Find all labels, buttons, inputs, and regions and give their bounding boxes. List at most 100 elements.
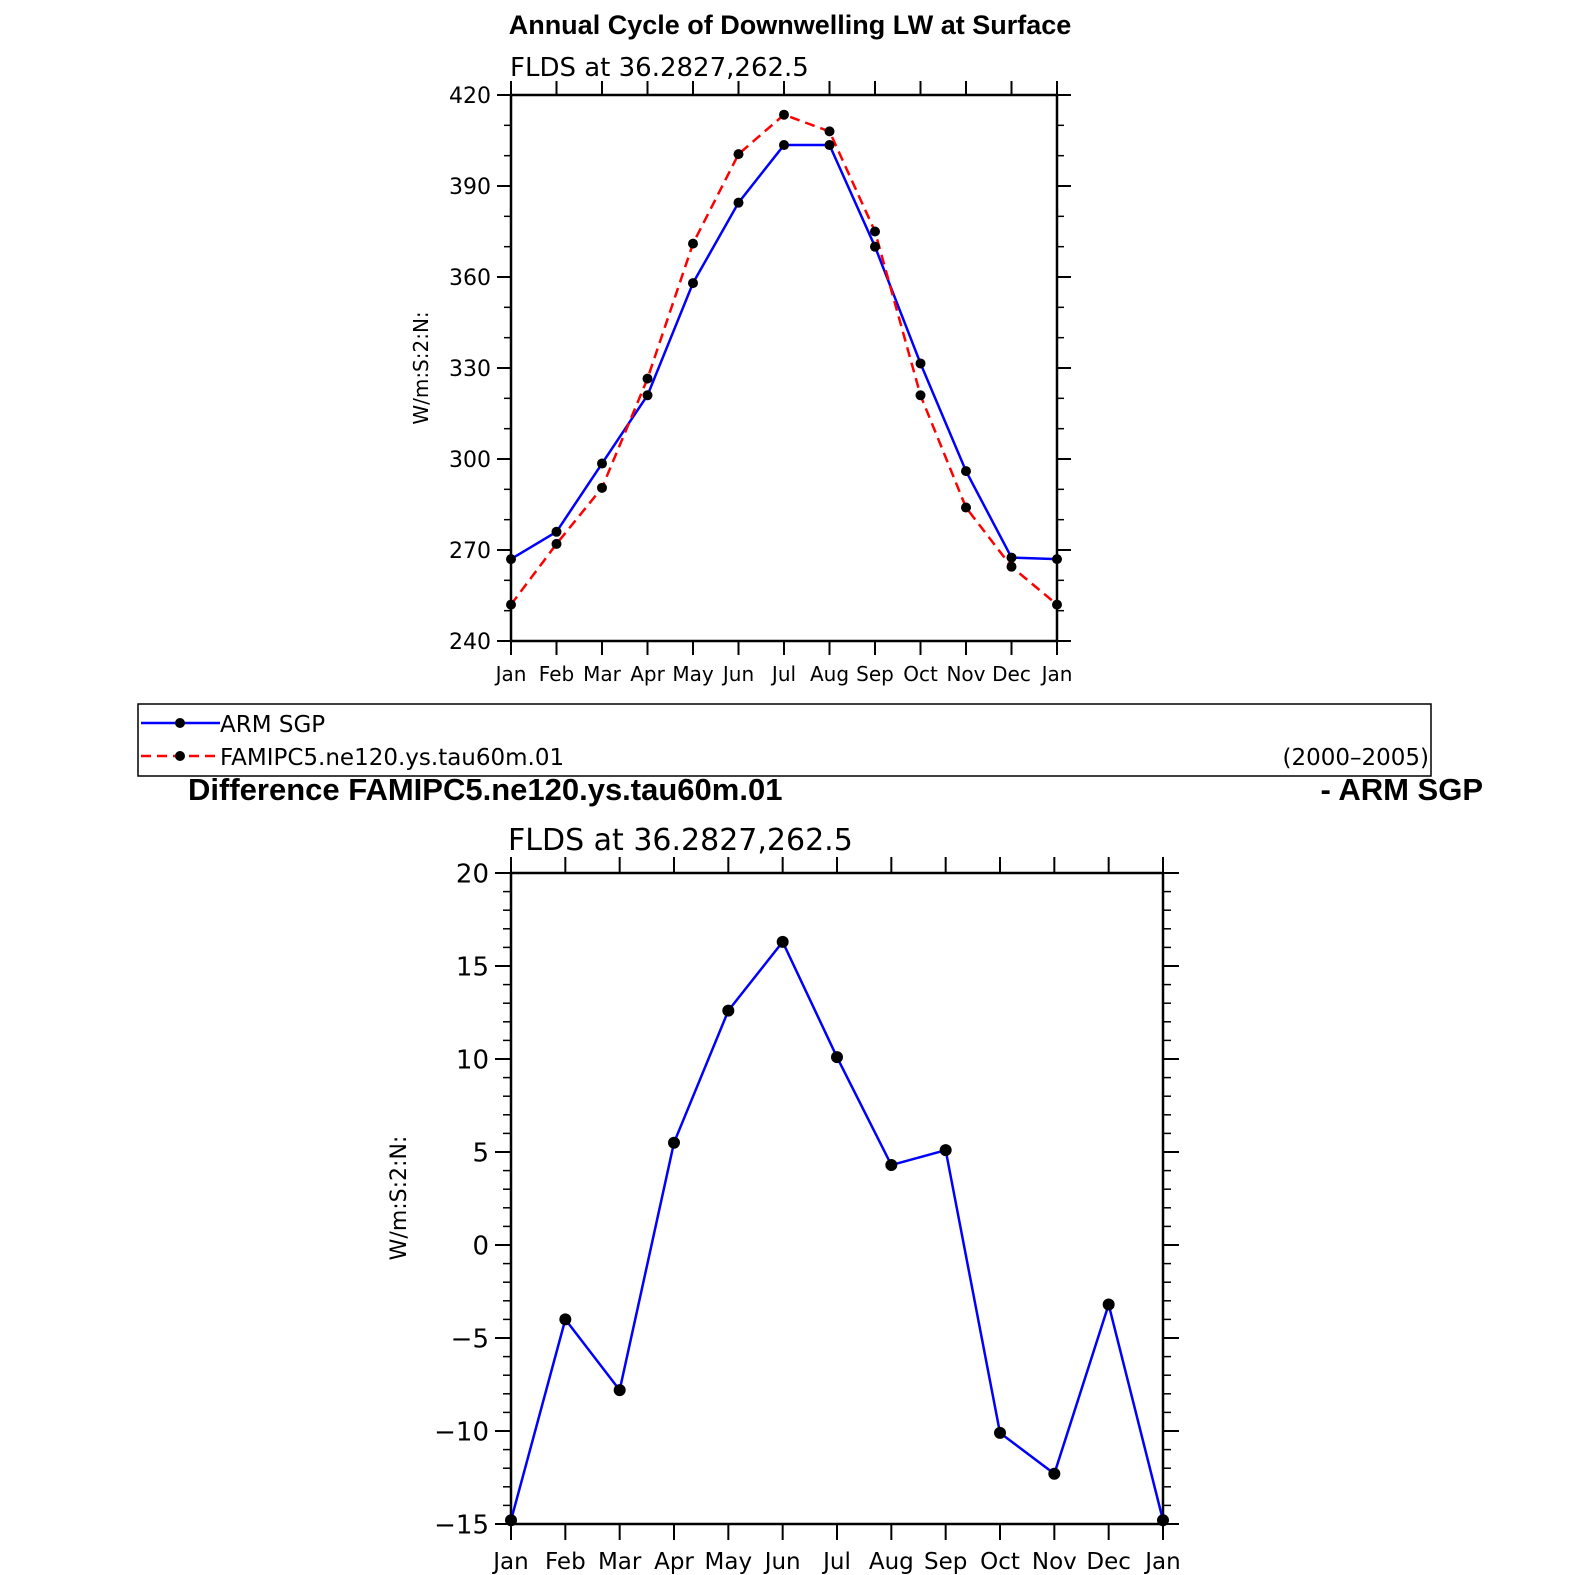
x-tick-label: Sep [924,1549,967,1575]
data-point [668,1136,680,1149]
legend-box [137,703,1432,777]
x-tick-label: Aug [869,1549,914,1575]
data-point [831,1051,843,1064]
legend-label-famip: FAMIPC5.ne120.ys.tau60m.01 [220,745,564,771]
y-tick-label: 5 [472,1138,489,1168]
data-point [642,373,653,384]
x-tick-label: Apr [630,662,665,686]
data-point [776,935,789,948]
data-point [642,390,653,401]
x-tick-label: Jun [721,662,754,686]
x-tick-label: Jan [1143,1549,1180,1575]
x-tick-label: Oct [980,1549,1020,1575]
data-point [779,140,789,151]
data-point [961,502,971,513]
x-tick-label: May [672,662,714,686]
y-tick-label: 300 [449,448,491,473]
data-point [1048,1467,1061,1480]
y-tick-label: 420 [449,84,491,109]
x-tick-label: Apr [654,1549,694,1575]
data-point [559,1313,572,1326]
data-point [551,538,562,549]
data-point [1006,561,1017,572]
x-tick-label: Aug [810,662,849,686]
x-tick-label: Jan [494,662,527,686]
difference-chart: Difference FAMIPC5.ne120.ys.tau60m.01 - … [188,772,1483,1575]
data-point [961,466,971,477]
data-point [779,109,789,120]
x-tick-label: May [705,1549,753,1575]
data-point [885,1159,898,1172]
chart1-subtitle: FLDS at 36.2827,262.5 [510,53,809,83]
data-point [597,482,607,493]
series-line-0 [510,143,1058,561]
x-tick-label: Feb [545,1549,586,1575]
y-tick-label: 15 [456,952,489,982]
y-tick-label: 390 [449,175,491,200]
data-point [505,1514,517,1527]
x-tick-label: Mar [598,1549,642,1575]
x-tick-label: Mar [583,662,622,686]
chart2-subtitle: FLDS at 36.2827,262.5 [508,823,853,858]
x-tick-label: Dec [992,662,1031,686]
x-tick-label: Jun [763,1549,801,1575]
x-tick-label: Nov [946,662,985,686]
annual-cycle-chart: Annual Cycle of Downwelling LW at Surfac… [409,10,1072,686]
y-tick-label: 20 [456,859,489,889]
legend: ARM SGP FAMIPC5.ne120.ys.tau60m.01 (2000… [137,703,1432,777]
legend-period: (2000–2005) [1282,745,1429,771]
data-point [870,226,880,237]
x-tick-label: Jan [1040,662,1073,686]
chart2-title-right: - ARM SGP [1321,772,1483,807]
data-point [597,458,607,469]
data-point [506,554,516,565]
y-tick-label: −5 [451,1324,489,1354]
data-point [733,149,744,160]
chart2-axes: −15 −10 −5 0 5 10 15 20 Jan Feb Mar Apr May Jun Jul Aug… [434,857,1181,1575]
data-point [994,1426,1006,1439]
data-point [1052,599,1062,610]
y-tick-label: 240 [449,630,491,655]
x-tick-label: Nov [1032,1549,1077,1575]
data-point [688,278,698,289]
y-tick-label: 0 [472,1231,489,1261]
y-tick-label: 360 [449,266,491,291]
data-point [915,390,926,401]
y-tick-label: −15 [434,1510,489,1540]
chart2-frame [509,871,1165,1526]
data-point [688,238,698,249]
data-point [722,1004,735,1017]
data-point [1006,552,1017,563]
data-point [506,599,516,610]
data-point [870,241,880,252]
x-tick-label: Oct [903,662,938,686]
chart1-series [506,109,1062,610]
data-point [939,1144,952,1157]
chart2-title: Difference FAMIPC5.ne120.ys.tau60m.01 [188,772,782,807]
chart1-title: Annual Cycle of Downwelling LW at Surfac… [509,10,1072,40]
chart1-ylabel: W/m:S:2:N: [409,311,433,424]
x-tick-label: Sep [856,662,894,686]
chart1-axes: 240 270 300 330 360 390 420 Jan Feb Mar Apr May Jun J… [449,81,1072,686]
x-tick-label: Jul [821,1549,851,1575]
y-tick-label: 330 [449,357,491,382]
x-tick-label: Feb [539,662,574,686]
y-tick-label: 10 [456,1045,489,1075]
data-point [1052,554,1062,565]
x-tick-label: Jan [491,1549,528,1575]
data-point [733,197,744,208]
data-point [613,1384,626,1397]
chart1-frame [509,93,1059,643]
data-point [915,358,926,369]
y-tick-label: 270 [449,539,491,564]
data-point [1102,1298,1115,1311]
legend-marker-famip [175,751,185,761]
data-point [1157,1514,1169,1527]
x-tick-label: Dec [1086,1549,1131,1575]
chart2-ylabel: W/m:S:2:N: [387,1136,412,1261]
data-point [824,140,835,151]
y-tick-label: −10 [434,1417,489,1447]
legend-marker-arm [175,718,185,728]
series-line-1 [510,113,1058,606]
